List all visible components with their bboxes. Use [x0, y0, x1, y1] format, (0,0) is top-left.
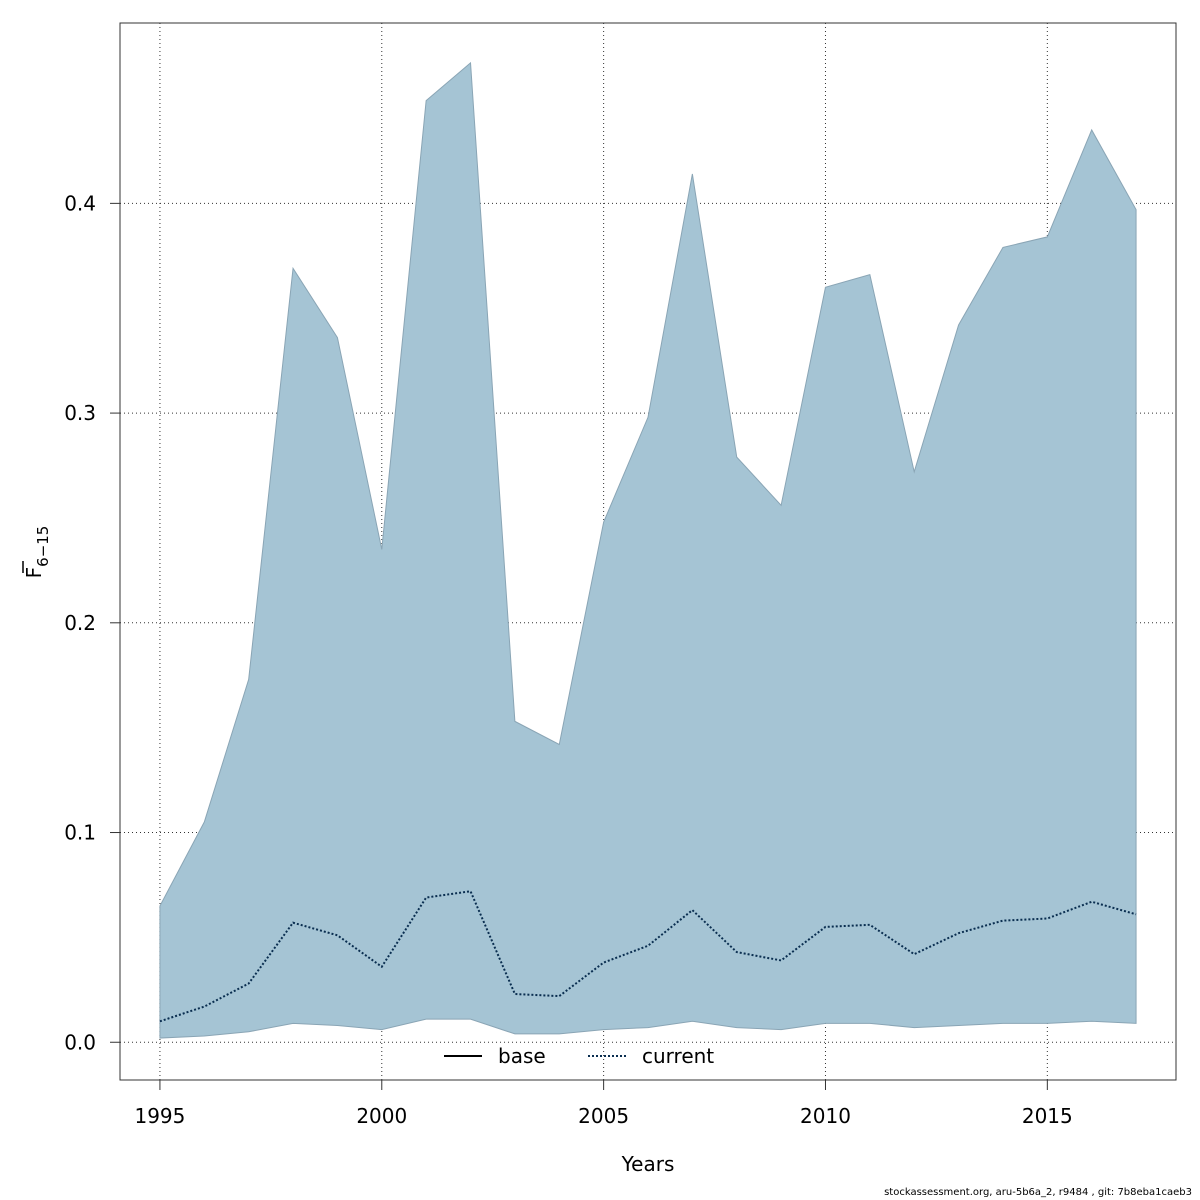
- x-axis: 1995 2000 2005 2010 2015: [134, 1079, 1073, 1128]
- y-axis-title-sub: 6−15: [34, 526, 52, 567]
- y-tick-label: 0.3: [64, 401, 96, 425]
- y-axis-title: F6−15: [22, 526, 52, 579]
- confidence-band: [159, 61, 1137, 1039]
- y-tick-label: 0.2: [64, 611, 96, 635]
- x-tick-label: 2000: [356, 1104, 407, 1128]
- y-tick-label: 0.0: [64, 1030, 96, 1054]
- x-tick-label: 1995: [134, 1104, 185, 1128]
- svg-text:F6−15: F6−15: [22, 526, 52, 579]
- confidence-band-layer: [159, 61, 1137, 1039]
- legend: base current: [444, 1044, 714, 1068]
- legend-current-label: current: [642, 1044, 714, 1068]
- y-tick-label: 0.4: [64, 191, 96, 215]
- footer-note: stockassessment.org, aru-5b6a_2, r9484 ,…: [884, 1187, 1192, 1198]
- x-tick-label: 2010: [800, 1104, 851, 1128]
- y-axis-title-main: F: [22, 567, 46, 579]
- x-tick-label: 2005: [578, 1104, 629, 1128]
- legend-base-label: base: [498, 1044, 546, 1068]
- x-axis-title: Years: [621, 1152, 675, 1176]
- y-tick-label: 0.1: [64, 821, 96, 845]
- series-layer: [159, 890, 1137, 1023]
- y-axis: 0.0 0.1 0.2 0.3 0.4: [64, 191, 121, 1054]
- x-tick-label: 2015: [1022, 1104, 1073, 1128]
